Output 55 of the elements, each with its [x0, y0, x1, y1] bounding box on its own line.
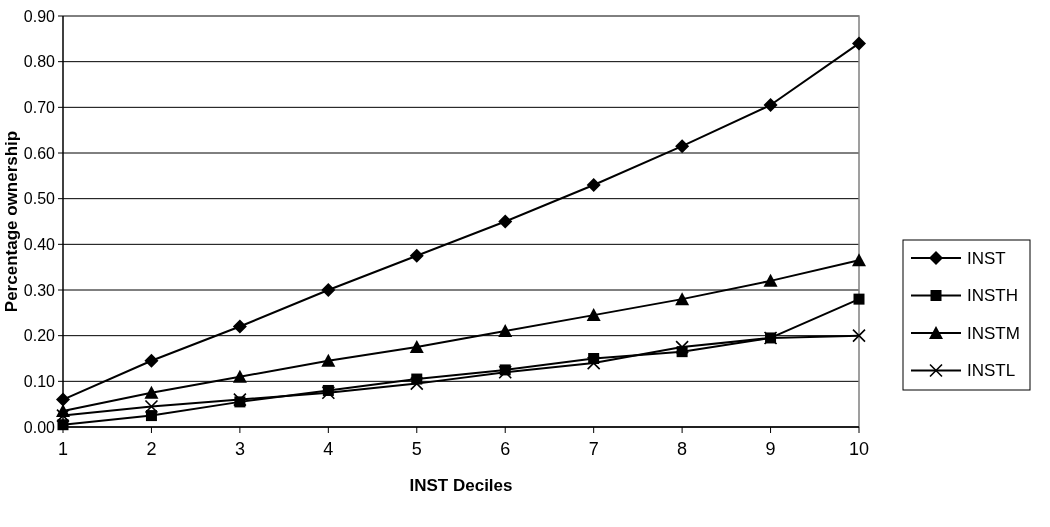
x-tick-label: 6 — [500, 439, 511, 459]
x-tick-label: 2 — [146, 439, 157, 459]
x-tick-label: 4 — [323, 439, 334, 459]
legend-label: INSTL — [967, 361, 1016, 381]
y-tick-label: 0.40 — [23, 235, 56, 253]
legend-label: INST — [967, 248, 1006, 268]
y-axis-title: Percentage ownership — [1, 130, 21, 313]
point — [321, 283, 336, 297]
y-tick-label: 0.20 — [23, 327, 56, 345]
point — [586, 177, 601, 192]
y-tick-label: 0.30 — [23, 281, 56, 299]
y-tick-label: 0.00 — [23, 418, 56, 436]
point — [144, 399, 159, 414]
point — [852, 328, 866, 343]
point — [853, 293, 865, 305]
point — [233, 392, 247, 407]
y-tick-label: 0.60 — [23, 144, 56, 162]
point — [321, 385, 336, 400]
y-tick-label: 0.70 — [23, 98, 56, 116]
point — [321, 353, 336, 367]
point — [56, 392, 70, 407]
y-tick-label: 0.50 — [23, 190, 56, 208]
legend-label: INSTM — [967, 323, 1020, 343]
x-tick-label: 3 — [234, 439, 245, 459]
point — [586, 308, 601, 322]
point — [852, 253, 866, 267]
x-axis-title: INST Deciles — [409, 476, 513, 495]
x-tick-label: 8 — [677, 439, 688, 459]
point — [144, 385, 159, 399]
point — [763, 273, 778, 287]
point — [409, 248, 424, 263]
point — [852, 36, 866, 51]
point — [56, 408, 70, 423]
point — [409, 376, 424, 391]
point — [144, 353, 159, 368]
point — [586, 356, 601, 370]
x-tick-label: 5 — [411, 439, 422, 459]
x-tick-label: 9 — [765, 439, 776, 459]
point — [675, 340, 689, 354]
x-tick-label: 7 — [588, 439, 599, 459]
point — [763, 98, 778, 113]
legend-label: INSTH — [967, 286, 1018, 306]
point — [409, 340, 424, 354]
point — [675, 292, 690, 306]
point — [232, 319, 247, 334]
x-tick-label: 10 — [848, 439, 870, 459]
point — [675, 139, 690, 154]
point — [232, 369, 247, 383]
point — [145, 410, 157, 422]
point — [498, 214, 513, 229]
point — [498, 324, 513, 338]
y-tick-label: 0.90 — [23, 7, 56, 25]
x-tick-label: 1 — [57, 439, 69, 459]
y-tick-label: 0.80 — [23, 53, 56, 71]
y-tick-label: 0.10 — [23, 372, 56, 390]
